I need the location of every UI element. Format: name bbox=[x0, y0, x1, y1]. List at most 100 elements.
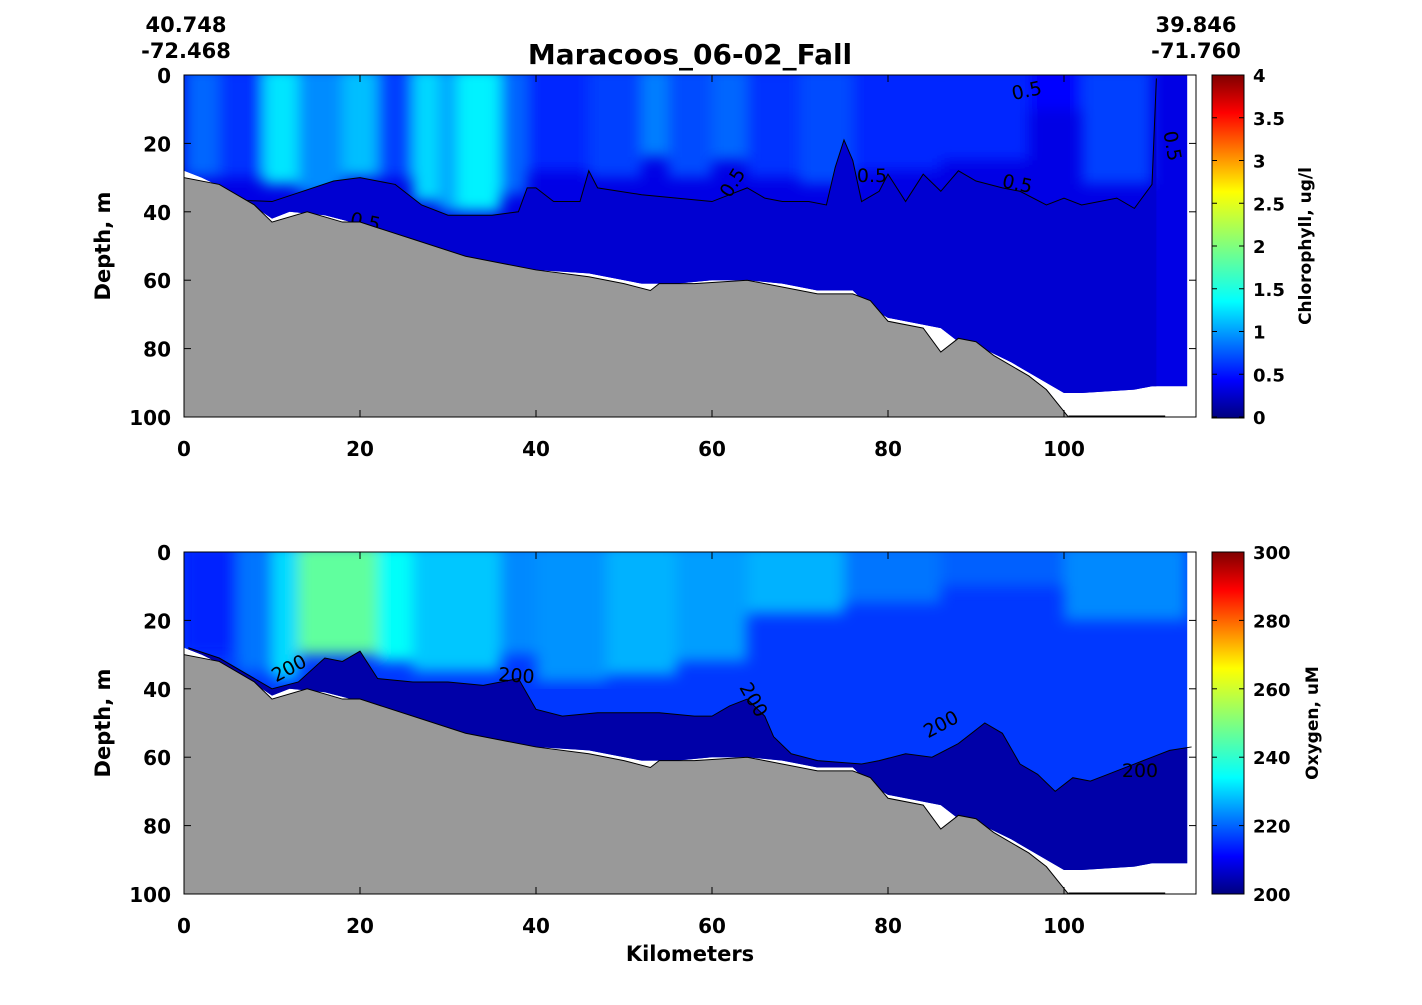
start-longitude: -72.468 bbox=[141, 39, 231, 63]
contour-label: 0.5 bbox=[1158, 129, 1185, 163]
y-tick-label: 80 bbox=[143, 815, 171, 839]
seafloor-bathymetry bbox=[184, 177, 1166, 417]
chlorophyll-colorbar: 0 0.5 1 1.5 2 2.5 3 3.5 4 bbox=[1211, 66, 1285, 429]
colorbar-label: Chlorophyll, ug/l bbox=[1296, 167, 1316, 325]
field-cell bbox=[940, 552, 1064, 587]
field-cell bbox=[1028, 75, 1082, 110]
colorbar-tick-label: 0 bbox=[1253, 408, 1266, 429]
colorbar-tick-label: 220 bbox=[1253, 817, 1291, 838]
x-tick-label: 0 bbox=[177, 437, 191, 461]
field-cell bbox=[500, 552, 536, 655]
colorbar-tick-label: 3.5 bbox=[1253, 109, 1285, 130]
contour-line bbox=[188, 78, 1157, 216]
x-tick-label: 0 bbox=[177, 914, 191, 938]
x-axis-label: Kilometers bbox=[626, 942, 754, 966]
x-tick-label: 80 bbox=[874, 437, 902, 461]
x-tick-label: 60 bbox=[698, 437, 726, 461]
field-blobs bbox=[184, 552, 1188, 682]
field-cell bbox=[747, 75, 800, 178]
colorbar-tick-label: 4 bbox=[1253, 66, 1266, 87]
field-cell bbox=[342, 75, 378, 178]
x-tick-label: 40 bbox=[522, 914, 550, 938]
y-tick-label: 20 bbox=[143, 132, 171, 156]
y-tick-label: 40 bbox=[143, 201, 171, 225]
colorbar-gradient bbox=[1211, 551, 1245, 895]
x-tick-label: 60 bbox=[698, 914, 726, 938]
y-tick-label: 80 bbox=[143, 338, 171, 362]
colorbar-tick-label: 1.5 bbox=[1253, 280, 1285, 301]
field-cell bbox=[219, 75, 264, 178]
chart-title: Maracoos_06-02_Fall bbox=[528, 38, 852, 71]
field-cell bbox=[527, 75, 589, 171]
field-cell bbox=[588, 75, 642, 178]
field-cell bbox=[606, 552, 677, 676]
colorbar-tick-label: 260 bbox=[1253, 680, 1291, 701]
field-cell bbox=[844, 552, 941, 604]
field-cell bbox=[536, 552, 607, 682]
field-cell bbox=[712, 75, 748, 161]
y-axis-ticks: 0 20 40 60 80 100 bbox=[129, 541, 1196, 907]
field-cell bbox=[1081, 75, 1152, 185]
x-tick-label: 20 bbox=[346, 437, 374, 461]
field-cell bbox=[184, 75, 220, 178]
x-tick-label: 40 bbox=[522, 437, 550, 461]
y-tick-label: 60 bbox=[143, 746, 171, 770]
field-cell bbox=[377, 75, 413, 178]
colorbar-tick-label: 2 bbox=[1253, 237, 1266, 258]
field-cell bbox=[1064, 552, 1188, 621]
contour-label: 200 bbox=[498, 664, 536, 688]
end-latitude: 39.846 bbox=[1155, 13, 1236, 37]
field-cell bbox=[747, 552, 844, 614]
contour-line bbox=[188, 647, 1192, 793]
field-cell bbox=[852, 75, 941, 171]
field-cell bbox=[500, 75, 528, 195]
field-cell bbox=[412, 75, 440, 202]
colorbar-tick-label: 2.5 bbox=[1253, 194, 1285, 215]
field-cell bbox=[412, 552, 501, 672]
field-cell bbox=[263, 75, 299, 185]
colorbar-tick-label: 0.5 bbox=[1253, 365, 1285, 386]
field-cell bbox=[272, 552, 299, 679]
field-cell bbox=[668, 75, 712, 178]
chlorophyll-panel: 0.50.50.50.50.5 0.5 0.5 0 20 40 60 80 100 02040… bbox=[91, 64, 1316, 461]
contour-label: 200 bbox=[1122, 760, 1158, 782]
colorbar-tick-label: 240 bbox=[1253, 748, 1291, 769]
x-tick-label: 20 bbox=[346, 914, 374, 938]
colorbar-tick-label: 280 bbox=[1253, 611, 1291, 632]
contour-label: 0.5 bbox=[857, 165, 887, 187]
seafloor-shape bbox=[184, 177, 1070, 417]
seafloor-bathymetry bbox=[184, 654, 1166, 894]
field-cell bbox=[439, 75, 457, 212]
field-cell bbox=[236, 552, 272, 672]
x-tick-label: 100 bbox=[1043, 437, 1085, 461]
colorbar-label: Oxygen, uM bbox=[1303, 666, 1323, 780]
y-tick-label: 20 bbox=[143, 609, 171, 633]
field-cell bbox=[377, 552, 413, 662]
y-tick-label: 40 bbox=[143, 678, 171, 702]
field-cell bbox=[940, 75, 1029, 161]
field-blobs bbox=[184, 75, 1152, 212]
seafloor-shape bbox=[184, 654, 1070, 894]
plot-frame bbox=[183, 551, 1197, 895]
field-cell bbox=[184, 552, 237, 655]
y-tick-label: 100 bbox=[129, 883, 171, 907]
end-longitude: -71.760 bbox=[1151, 39, 1241, 63]
y-axis-label: Depth, m bbox=[91, 669, 115, 778]
colorbar-tick-label: 1 bbox=[1253, 323, 1266, 344]
y-tick-label: 0 bbox=[157, 541, 171, 565]
start-latitude: 40.748 bbox=[145, 13, 226, 37]
contour-label: 0.5 bbox=[114, 104, 145, 127]
y-axis-label: Depth, m bbox=[91, 192, 115, 301]
oxygen-colorbar: 200 220 240 260 280 300 bbox=[1211, 543, 1291, 906]
x-axis-ticks: 0 20 40 60 80 100 bbox=[177, 552, 1085, 938]
x-tick-label: 80 bbox=[874, 914, 902, 938]
colorbar-tick-label: 200 bbox=[1253, 885, 1291, 906]
plot-frame bbox=[183, 74, 1197, 418]
y-axis-ticks: 0 20 40 60 80 100 bbox=[129, 64, 1196, 430]
y-tick-label: 0 bbox=[157, 64, 171, 88]
colorbar-tick-label: 3 bbox=[1253, 152, 1266, 173]
field-cell bbox=[676, 552, 748, 662]
